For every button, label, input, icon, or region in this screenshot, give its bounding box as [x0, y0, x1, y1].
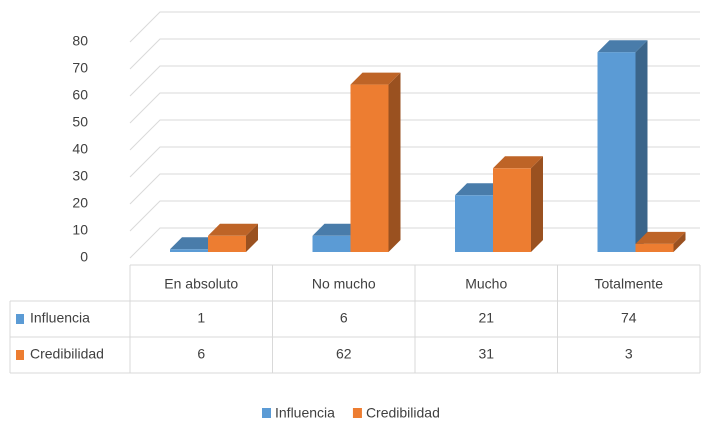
legend-label: Credibilidad	[366, 405, 440, 421]
bar	[455, 195, 493, 252]
x-tick-label: No mucho	[312, 276, 376, 292]
table-value: 6	[340, 310, 348, 326]
y-tick-label: 70	[72, 60, 88, 76]
legend-key	[262, 408, 271, 418]
bar	[350, 84, 389, 252]
table-value: 1	[197, 310, 205, 326]
bar	[597, 52, 636, 253]
bar-top	[455, 183, 505, 196]
grid-line	[129, 92, 700, 124]
bar	[493, 168, 531, 252]
bar-side	[388, 72, 401, 252]
table-value: 62	[336, 346, 352, 362]
table-legend-key	[16, 314, 24, 324]
y-tick-label: 30	[72, 168, 88, 184]
bar-side	[635, 40, 648, 253]
grid-line	[129, 146, 700, 178]
grid-line	[129, 119, 700, 151]
bar-top	[597, 40, 648, 53]
bar-top	[350, 72, 401, 85]
bar-side	[673, 231, 686, 252]
table-value: 3	[625, 346, 633, 362]
bar-top	[170, 237, 220, 250]
y-tick-label: 60	[72, 87, 88, 103]
grid-line	[129, 11, 700, 43]
y-tick-label: 0	[80, 249, 88, 265]
table-legend-key	[16, 350, 24, 360]
legend-key	[352, 408, 362, 418]
bar	[170, 249, 208, 252]
bar-top	[493, 156, 543, 169]
bar-top	[312, 223, 363, 236]
table-value: 6	[197, 346, 205, 362]
y-tick-label: 80	[72, 33, 88, 49]
table-value: 21	[478, 310, 494, 326]
table-value: 74	[621, 310, 637, 326]
bar-side	[246, 223, 258, 252]
bar	[312, 235, 351, 252]
bar-top	[635, 231, 686, 244]
y-tick-label: 10	[72, 222, 88, 238]
y-tick-label: 20	[72, 195, 88, 211]
x-tick-label: Totalmente	[595, 276, 664, 292]
table-row-label: Influencia	[30, 310, 90, 326]
grid-line	[129, 38, 700, 70]
legend-label: Influencia	[275, 405, 335, 421]
grid-line	[129, 65, 700, 97]
bar-top	[208, 223, 258, 236]
y-tick-label: 50	[72, 114, 88, 130]
bar	[208, 235, 246, 252]
table-row-label: Credibilidad	[30, 346, 104, 362]
y-tick-label: 40	[72, 141, 88, 157]
bar-side	[531, 156, 543, 252]
x-tick-label: Mucho	[465, 276, 507, 292]
x-tick-label: En absoluto	[164, 276, 238, 292]
bar	[635, 243, 674, 252]
table-value: 31	[478, 346, 494, 362]
